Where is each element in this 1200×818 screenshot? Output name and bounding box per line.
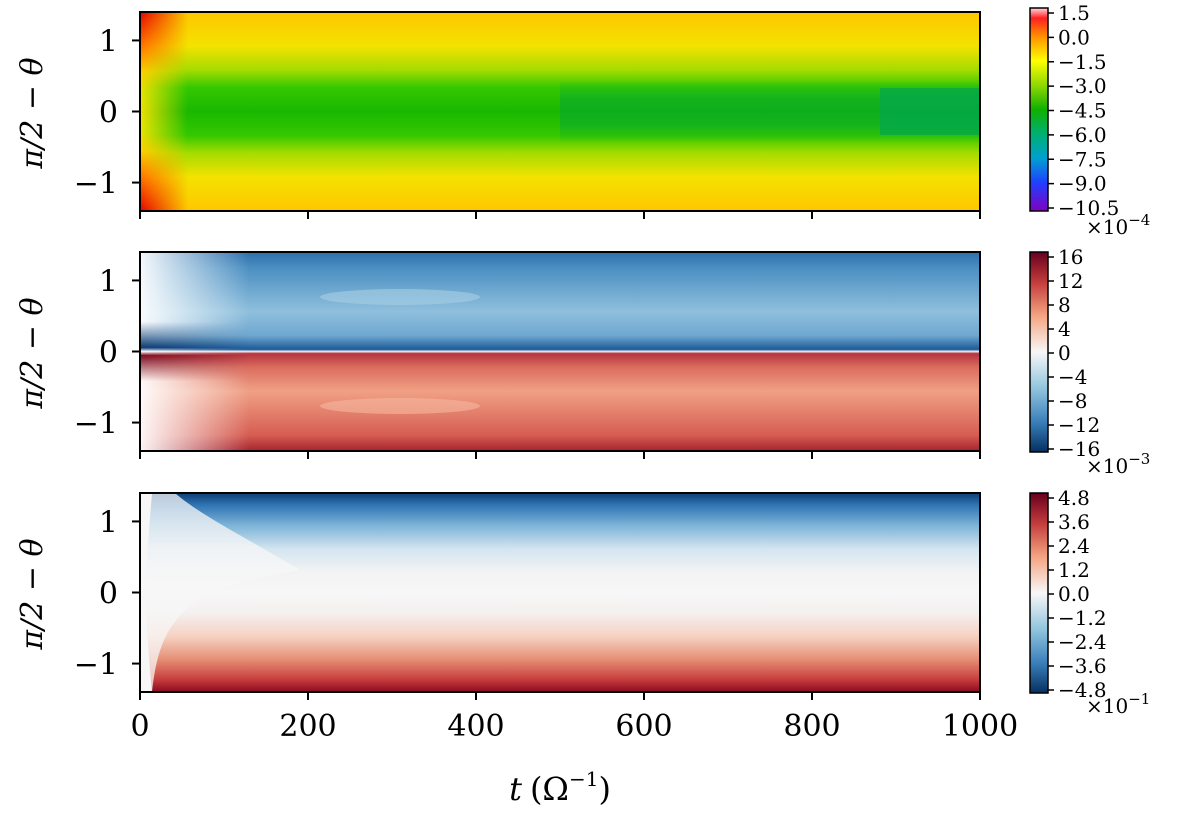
colorbar-tick-label: 2.4 xyxy=(1058,534,1090,558)
panel-1-colorbar-multiplier: ×10−4 xyxy=(1086,211,1150,239)
x-tick-label: 200 xyxy=(279,709,336,744)
y-tick-label: 1 xyxy=(99,24,118,59)
colorbar-tick-label: 0 xyxy=(1058,341,1071,365)
colorbar-tick-label: −3.6 xyxy=(1058,654,1107,678)
panel-1-colorbar: 1.50.0−1.5−3.0−4.5−6.0−7.5−9.0−10.5 ×10−… xyxy=(1029,1,1150,239)
y-tick-label: 0 xyxy=(99,96,118,131)
panel-2-colorbar-fill xyxy=(1030,252,1048,452)
panel-1-y-ticks: 1 0 −1 xyxy=(74,24,140,202)
colorbar-tick-label: −7.5 xyxy=(1058,147,1107,171)
colorbar-tick-label: −1.5 xyxy=(1058,50,1107,74)
colorbar-tick-label: −10.5 xyxy=(1058,196,1119,220)
panel-3-colorbar-multiplier: ×10−1 xyxy=(1086,690,1150,718)
y-tick-label: 0 xyxy=(99,577,118,612)
panel-3-colorbar-ticks: 4.83.62.41.20.0−1.2−2.4−3.6−4.8 xyxy=(1048,486,1107,702)
panel-3-y-label: π/2 − θ xyxy=(15,538,50,650)
panel-3-y-ticks: 1 0 −1 xyxy=(74,505,140,683)
panel-2-y-label: π/2 − θ xyxy=(15,297,50,409)
colorbar-tick-label: −2.4 xyxy=(1058,630,1107,654)
colorbar-tick-label: −6.0 xyxy=(1058,123,1107,147)
y-tick-label: 0 xyxy=(99,336,118,371)
colorbar-tick-label: 4 xyxy=(1058,317,1071,341)
colorbar-tick-label: −4.5 xyxy=(1058,99,1107,123)
colorbar-tick-label: 1.5 xyxy=(1058,1,1090,25)
panel-2-colorbar-multiplier: ×10−3 xyxy=(1086,450,1150,478)
panel-1-colorbar-ticks: 1.50.0−1.5−3.0−4.5−6.0−7.5−9.0−10.5 xyxy=(1048,1,1119,220)
panel-1-heatmap xyxy=(140,12,980,211)
colorbar-tick-label: −1.2 xyxy=(1058,606,1107,630)
colorbar-tick-label: −16 xyxy=(1058,437,1100,461)
colorbar-tick-label: −4.8 xyxy=(1058,678,1107,702)
panel-3-heatmap xyxy=(140,493,980,692)
panel-1: 10−1 π/2 − θ 1.50.0−1.5−3.0−4.5−6.0−7.5−… xyxy=(15,1,1150,239)
x-tick-label: 0 xyxy=(130,709,149,744)
panel-1-colorbar-fill xyxy=(1030,8,1048,211)
colorbar-tick-label: −8 xyxy=(1058,389,1087,413)
colorbar-tick-label: 0.0 xyxy=(1058,25,1090,49)
panel-1-x-ticks xyxy=(139,211,981,219)
x-tick-label: 800 xyxy=(783,709,840,744)
panel-1-y-label: π/2 − θ xyxy=(15,57,50,169)
colorbar-tick-label: 4.8 xyxy=(1058,486,1090,510)
panel-2-heatmap xyxy=(140,252,980,451)
panel-3: 1 0 −1 0 200 400 600 800 1000 π/2 − θ 4.83.62.4… xyxy=(15,486,1150,808)
colorbar-tick-label: 3.6 xyxy=(1058,510,1090,534)
panel-2-y-ticks: 1 0 −1 xyxy=(74,264,140,442)
y-tick-label: −1 xyxy=(74,167,118,202)
colorbar-tick-label: −4 xyxy=(1058,365,1087,389)
colorbar-tick-label: −9.0 xyxy=(1058,172,1107,196)
y-tick-label: −1 xyxy=(74,407,118,442)
x-tick-label: 600 xyxy=(615,709,672,744)
panel-3-colorbar-fill xyxy=(1030,493,1048,693)
colorbar-tick-label: 1.2 xyxy=(1058,558,1090,582)
x-tick-label: 400 xyxy=(447,709,504,744)
x-axis-label: t (Ω−1) xyxy=(509,767,611,808)
colorbar-tick-label: 12 xyxy=(1058,269,1083,293)
colorbar-tick-label: −12 xyxy=(1058,413,1100,437)
colorbar-tick-label: 8 xyxy=(1058,293,1071,317)
colorbar-tick-label: −3.0 xyxy=(1058,74,1107,98)
y-tick-label: 1 xyxy=(99,505,118,540)
y-tick-label: 1 xyxy=(99,264,118,299)
x-tick-label: 1000 xyxy=(942,709,1018,744)
colorbar-tick-label: 16 xyxy=(1058,245,1083,269)
panel-3-colorbar: 4.83.62.41.20.0−1.2−2.4−3.6−4.8 ×10−1 xyxy=(1029,486,1150,718)
colorbar-tick-label: 0.0 xyxy=(1058,582,1090,606)
y-tick-label: −1 xyxy=(74,648,118,683)
panel-2-x-ticks xyxy=(139,451,981,459)
panel-3-x-ticks: 0 200 400 600 800 1000 xyxy=(130,692,1018,744)
